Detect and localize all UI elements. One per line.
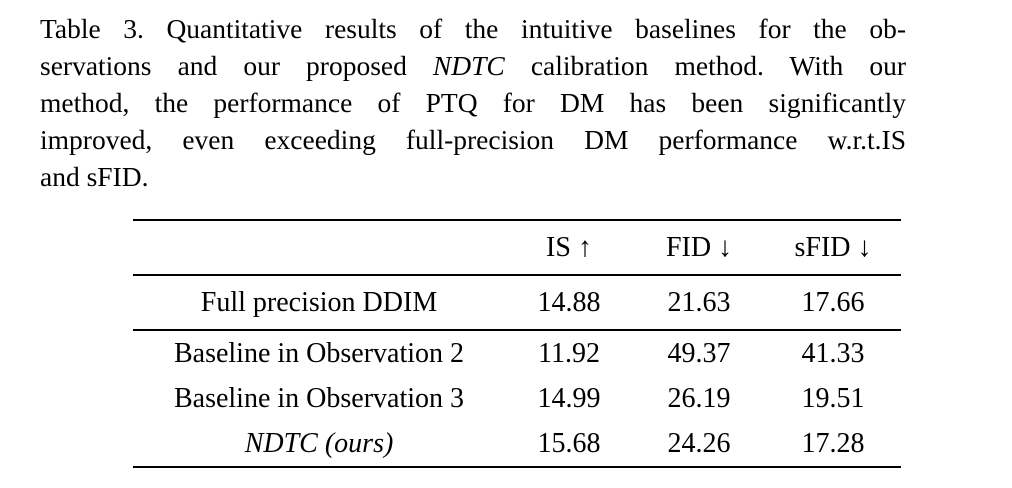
caption-text: servations and our proposed	[40, 50, 433, 81]
table-row-baseline-obs2: Baseline in Observation 2 11.92 49.37 41…	[133, 330, 901, 376]
cell-fid: 21.63	[633, 275, 765, 331]
caption-method-name: NDTC	[432, 50, 505, 81]
row-label: NDTC (ours)	[244, 428, 394, 459]
row-label: Full precision DDIM	[133, 275, 505, 331]
results-table: IS ↑ FID ↓ sFID ↓ Full precision DDIM 14…	[133, 219, 901, 468]
row-label: Baseline in Observation 2	[173, 338, 465, 369]
table-row-full-precision: Full precision DDIM 14.88 21.63 17.66	[133, 275, 901, 331]
cell-is: 14.99	[537, 383, 601, 414]
table-row-ndtc-ours: NDTC (ours) 15.68 24.26 17.28	[133, 421, 901, 467]
cell-fid: 26.19	[667, 383, 731, 414]
row-label: Baseline in Observation 3	[173, 383, 465, 414]
caption-line-4: improved, even exceeding full-precision …	[40, 124, 906, 155]
cell-sfid: 41.33	[801, 338, 865, 369]
caption-line-5: and sFID.	[40, 161, 149, 192]
cell-is: 14.88	[505, 275, 633, 331]
table-caption: Table 3. Quantitative results of the int…	[40, 10, 906, 195]
caption-line-3: method, the performance of PTQ for DM ha…	[40, 87, 906, 118]
cell-is: 11.92	[538, 338, 600, 369]
cell-sfid: 19.51	[801, 383, 865, 414]
caption-text: calibration method. With our	[504, 50, 906, 81]
caption-line-1: Table 3. Quantitative results of the int…	[40, 13, 906, 44]
cell-sfid: 17.28	[801, 428, 865, 459]
header-empty-cell	[133, 220, 505, 276]
header-is: IS ↑	[505, 220, 633, 276]
cell-sfid: 17.66	[765, 275, 901, 331]
caption-line-2: servations and our proposed NDTC calibra…	[40, 47, 906, 84]
header-sfid: sFID ↓	[765, 220, 901, 276]
header-fid: FID ↓	[633, 220, 765, 276]
cell-is: 15.68	[537, 428, 601, 459]
table-row-baseline-obs3: Baseline in Observation 3 14.99 26.19 19…	[133, 376, 901, 421]
table-header-row: IS ↑ FID ↓ sFID ↓	[133, 220, 901, 276]
cell-fid: 49.37	[667, 338, 731, 369]
cell-fid: 24.26	[667, 428, 731, 459]
